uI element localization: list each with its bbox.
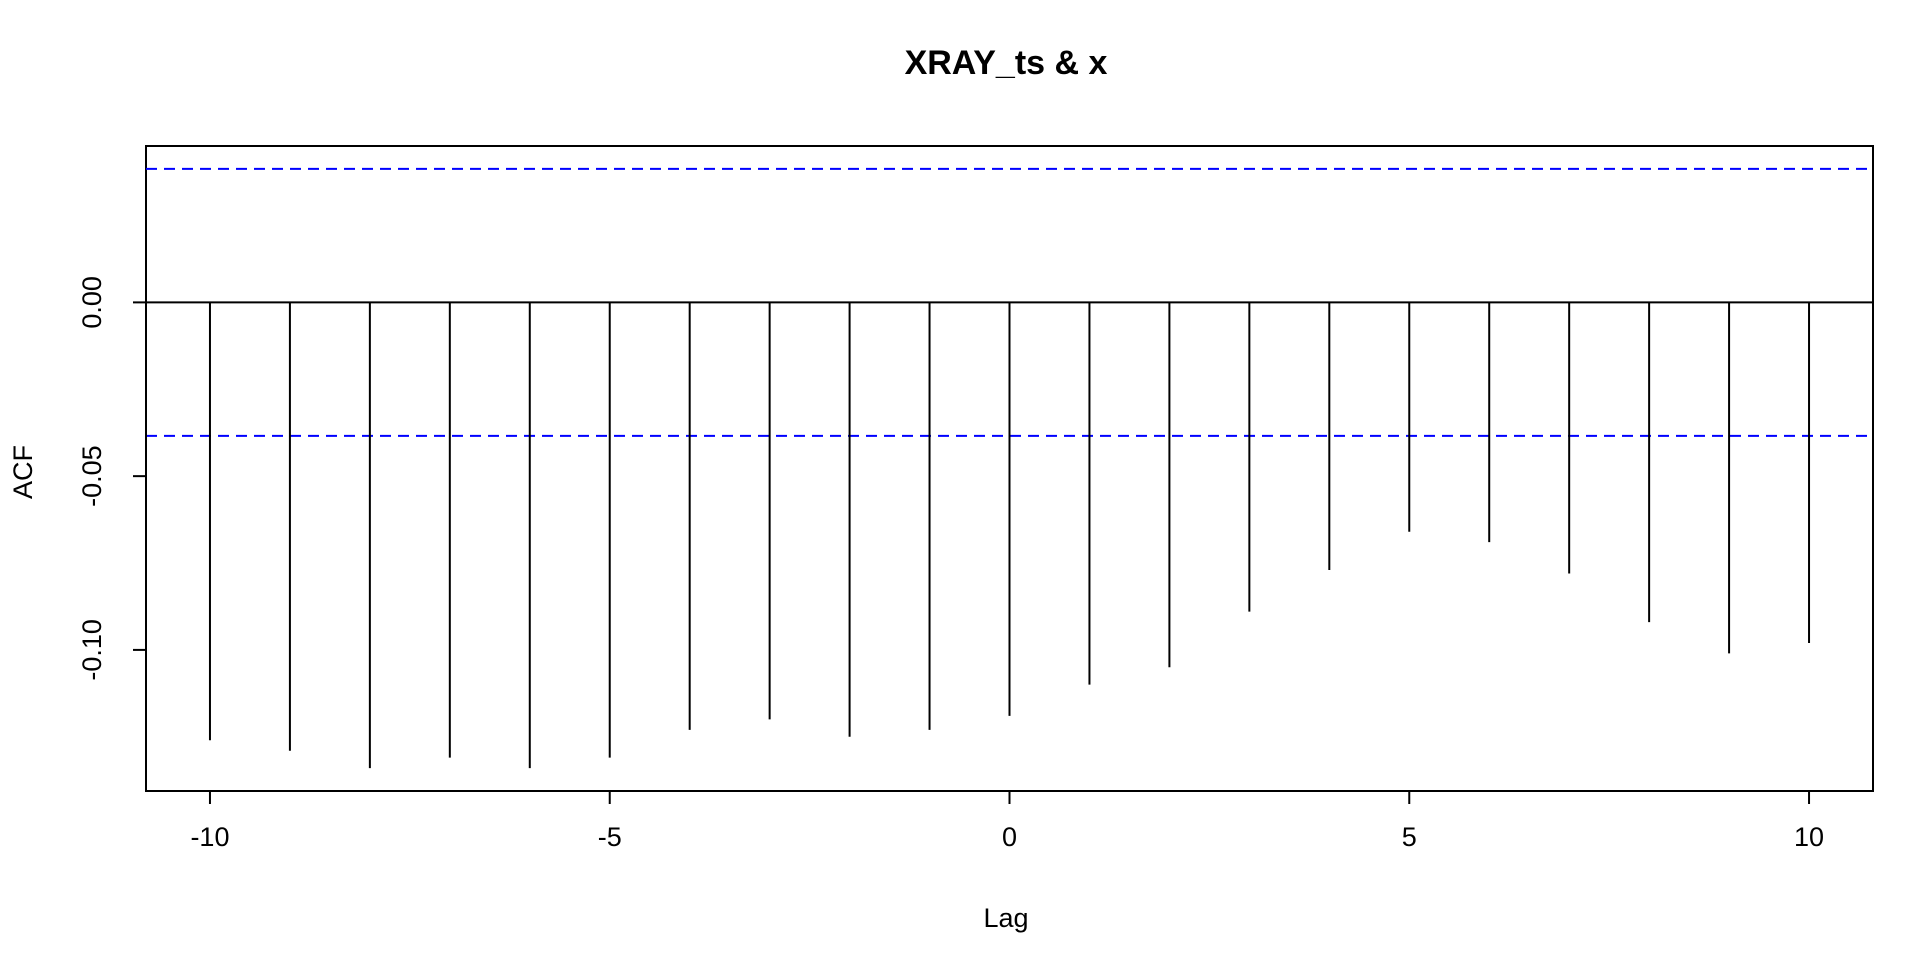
- y-axis-label: ACF: [8, 445, 38, 499]
- plot-area: -10 -5 0 5 10 0.00 -0.05 -0.10: [77, 145, 1874, 852]
- x-tick-label: -10: [190, 822, 229, 852]
- y-tick-label: -0.05: [77, 445, 107, 507]
- chart-title: XRAY_ts & x: [905, 44, 1108, 82]
- x-axis-label: Lag: [983, 903, 1028, 933]
- x-tick-label: 5: [1402, 822, 1417, 852]
- y-tick-label: 0.00: [77, 276, 107, 329]
- y-tick-label: -0.10: [77, 619, 107, 681]
- x-tick-label: 0: [1002, 822, 1017, 852]
- x-tick-label: 10: [1794, 822, 1824, 852]
- x-tick-label: -5: [598, 822, 622, 852]
